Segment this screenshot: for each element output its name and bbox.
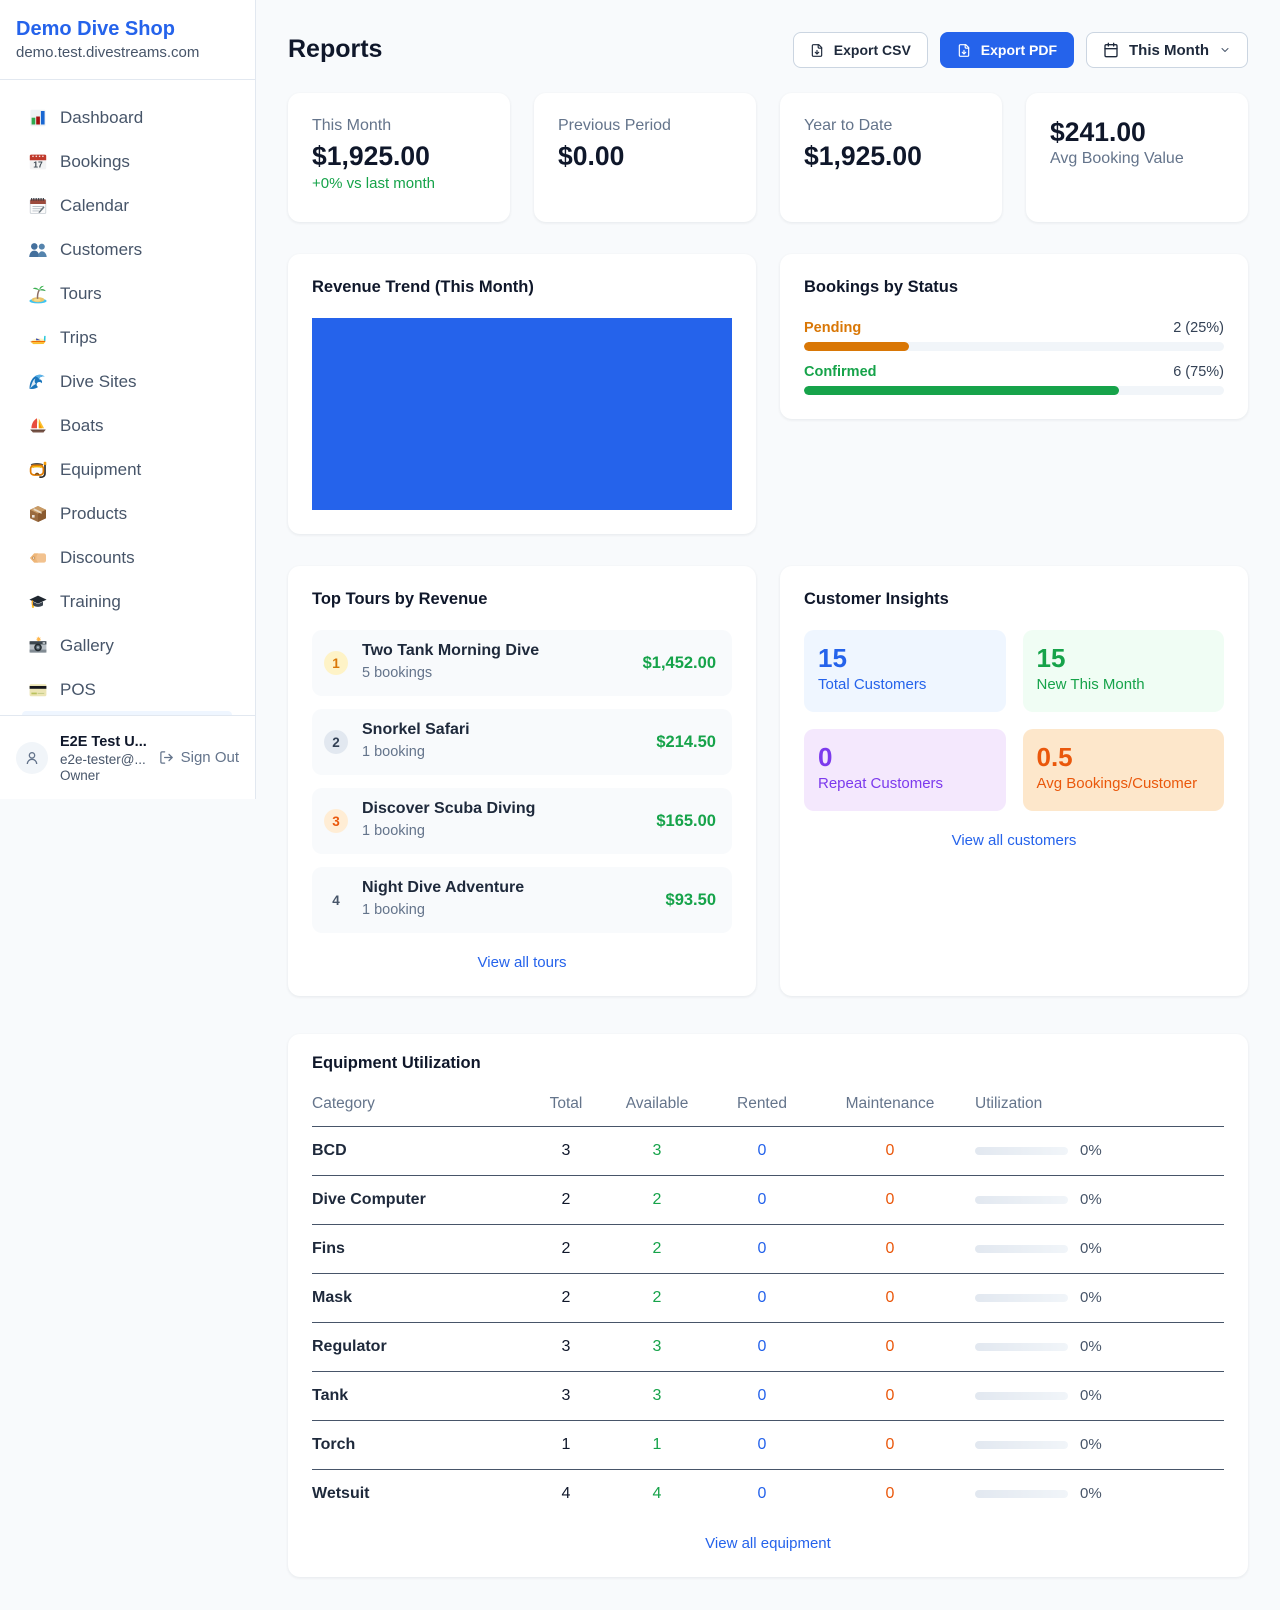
svg-text:17: 17 [33, 159, 43, 169]
